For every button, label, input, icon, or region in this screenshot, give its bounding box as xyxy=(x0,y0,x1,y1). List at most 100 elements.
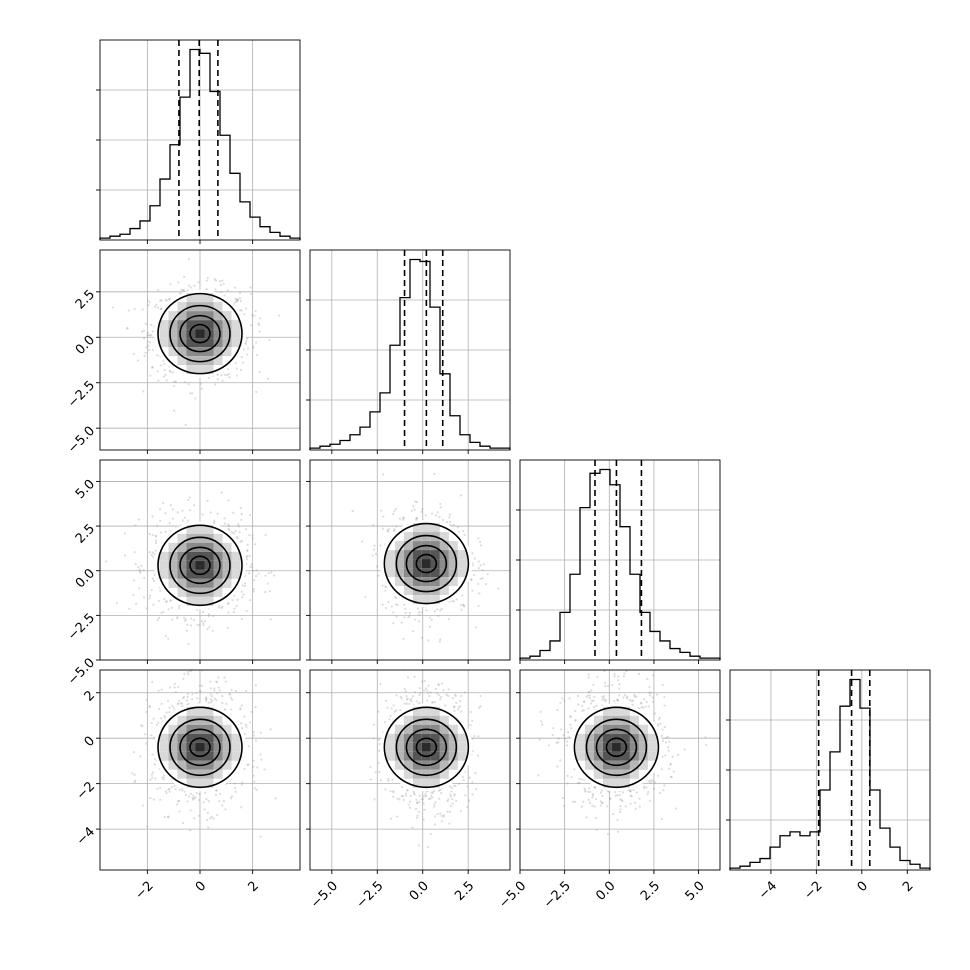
scatter-point xyxy=(155,303,158,306)
scatter-point xyxy=(155,723,158,727)
scatter-point xyxy=(208,626,211,629)
scatter-point xyxy=(395,615,398,618)
y-tick-label: 2.5 xyxy=(73,522,98,547)
scatter-point xyxy=(235,535,238,539)
density-cell xyxy=(213,533,223,543)
scatter-point xyxy=(181,509,184,512)
scatter-point xyxy=(415,700,418,703)
scatter-point xyxy=(420,798,423,801)
scatter-point xyxy=(128,607,131,611)
scatter-point xyxy=(159,299,162,302)
scatter-point xyxy=(266,377,270,380)
density-cell xyxy=(457,550,467,560)
scatter-point xyxy=(182,695,186,699)
scatter-panel-1-2 xyxy=(306,459,511,664)
scatter-point xyxy=(218,792,222,796)
scatter-point xyxy=(159,589,162,592)
scatter-point xyxy=(165,600,168,603)
density-cell xyxy=(186,569,196,579)
scatter-point xyxy=(434,687,438,690)
scatter-point xyxy=(479,705,482,708)
density-cell xyxy=(430,523,440,533)
density-cell xyxy=(448,559,458,569)
scatter-point xyxy=(442,688,445,692)
density-cell xyxy=(412,706,422,716)
panel-frame xyxy=(309,459,511,661)
density-cell xyxy=(394,724,404,734)
scatter-point xyxy=(232,511,235,514)
scatter-point xyxy=(393,595,397,599)
x-tick-label: −4 xyxy=(756,879,780,903)
scatter-point xyxy=(211,695,214,698)
contour-level xyxy=(189,737,211,758)
scatter-point xyxy=(392,791,395,794)
density-cell xyxy=(204,524,214,534)
density-cell xyxy=(213,587,223,597)
scatter-point xyxy=(392,622,395,625)
scatter-point xyxy=(171,508,174,511)
scatter-point xyxy=(193,797,196,800)
scatter-point xyxy=(162,610,165,613)
scatter-point xyxy=(239,300,242,303)
density-cell xyxy=(195,365,205,375)
scatter-point xyxy=(171,618,174,621)
scatter-point xyxy=(164,600,168,603)
scatter-point xyxy=(255,341,258,344)
scatter-point xyxy=(259,317,262,320)
contour-level xyxy=(157,706,243,789)
scatter-point xyxy=(448,513,451,516)
scatter-point xyxy=(428,616,432,619)
scatter-point xyxy=(408,614,411,617)
density-cell xyxy=(231,320,241,330)
scatter-point xyxy=(193,504,196,507)
scatter-point xyxy=(478,592,481,595)
scatter-point xyxy=(145,710,148,714)
scatter-point xyxy=(470,578,473,581)
scatter-point xyxy=(243,732,246,736)
scatter-point xyxy=(451,696,454,700)
density-cell xyxy=(204,733,214,743)
scatter-point xyxy=(469,578,473,581)
density-cell xyxy=(412,724,422,734)
density-cell xyxy=(159,733,169,743)
density-cell xyxy=(213,578,223,588)
scatter-point xyxy=(252,590,255,593)
scatter-point xyxy=(241,596,244,599)
density-cell xyxy=(412,577,422,587)
density-cell xyxy=(177,347,187,357)
density-cell xyxy=(168,760,178,770)
density-cell xyxy=(412,541,422,551)
contour-level xyxy=(169,718,231,777)
scatter-point xyxy=(142,596,146,599)
scatter-point xyxy=(151,551,155,554)
scatter-point xyxy=(453,706,456,709)
scatter-point xyxy=(416,517,419,520)
scatter-point xyxy=(197,281,200,284)
scatter-point xyxy=(431,796,434,799)
scatter-point xyxy=(204,697,208,700)
density-cell xyxy=(168,578,178,588)
scatter-point xyxy=(433,701,436,704)
scatter-point xyxy=(246,337,249,340)
scatter-point xyxy=(379,682,382,686)
scatter-point xyxy=(182,677,185,680)
scatter-point xyxy=(413,664,415,666)
y-tick-label: 0.0 xyxy=(73,566,98,591)
scatter-point xyxy=(462,604,465,607)
scatter-point xyxy=(139,570,142,573)
scatter-point xyxy=(183,672,186,676)
scatter-point xyxy=(471,793,474,796)
density-cell xyxy=(177,724,187,734)
scatter-point xyxy=(250,710,253,713)
scatter-point xyxy=(418,693,421,697)
scatter-point xyxy=(398,798,401,801)
scatter-point xyxy=(163,362,166,365)
scatter-point xyxy=(154,534,157,537)
scatter-point xyxy=(140,564,143,567)
scatter-point xyxy=(455,701,458,704)
scatter-point xyxy=(449,785,452,788)
scatter-point xyxy=(390,605,393,608)
density-cell xyxy=(159,751,169,761)
scatter-point xyxy=(178,788,181,791)
scatter-point xyxy=(457,708,460,711)
